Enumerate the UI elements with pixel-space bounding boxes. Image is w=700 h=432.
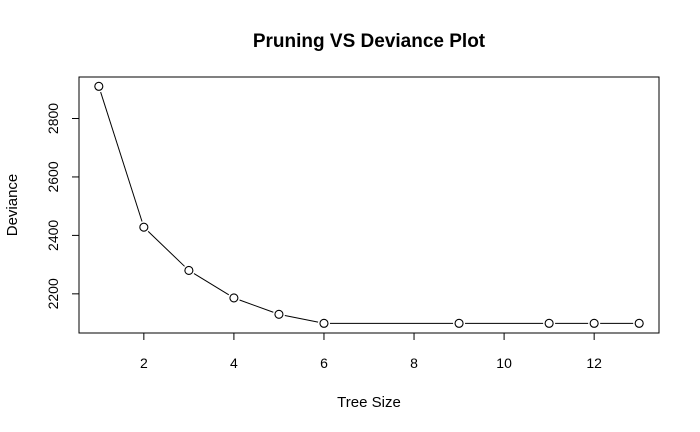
deviance-series (94, 81, 644, 328)
data-point (139, 222, 149, 232)
series-line-segment (239, 299, 274, 313)
series-line-segment (147, 231, 185, 267)
x-tick-label: 2 (140, 355, 148, 371)
x-tick-label: 4 (230, 355, 238, 371)
y-tick-label: 2400 (45, 220, 61, 251)
data-point (589, 318, 599, 328)
data-point (454, 318, 464, 328)
series-line-segment (284, 314, 319, 323)
x-axis-label: Tree Size (337, 394, 401, 411)
data-point (634, 318, 644, 328)
data-point (229, 293, 239, 303)
y-tick-label: 2600 (45, 161, 61, 192)
y-axis-label: Deviance (4, 174, 21, 237)
data-point (544, 318, 554, 328)
x-tick-label: 6 (320, 355, 328, 371)
data-point (319, 318, 329, 328)
chart-title: Pruning VS Deviance Plot (253, 31, 486, 52)
data-point (184, 265, 194, 276)
x-axis: 2 4 6 8 10 12 (140, 332, 602, 371)
plot-frame (78, 76, 660, 334)
x-tick-label: 12 (586, 355, 602, 371)
data-point (94, 81, 104, 91)
y-axis: 2200 2400 2600 2800 (45, 103, 80, 309)
data-point (274, 309, 284, 319)
y-tick-label: 2200 (45, 278, 61, 309)
series-line-segment (193, 273, 230, 296)
x-tick-label: 8 (410, 355, 418, 371)
series-line-segment (100, 91, 143, 222)
y-tick-label: 2800 (45, 103, 61, 134)
x-tick-label: 10 (496, 355, 512, 371)
